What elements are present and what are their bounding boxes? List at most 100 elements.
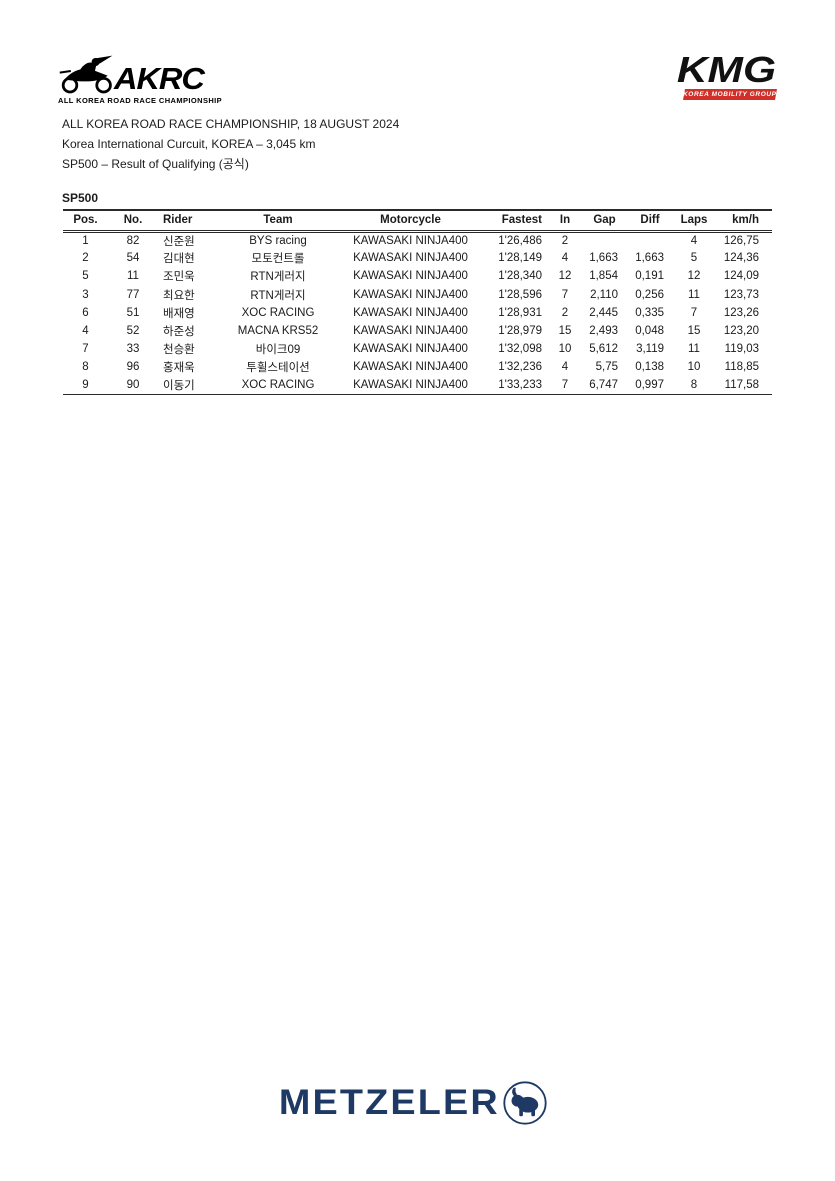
metzeler-elephant-icon	[503, 1081, 547, 1125]
cell-diff: 0,191	[635, 270, 664, 283]
cell-motorcycle: KAWASAKI NINJA400	[353, 288, 468, 301]
akrc-wordmark: AKRC	[114, 61, 205, 96]
cell-motorcycle: KAWASAKI NINJA400	[353, 343, 468, 356]
cell-rider: 하준성	[163, 326, 195, 339]
cell-laps: 12	[687, 270, 701, 283]
result-row: 2 54 김대현 모토컨트롤 KAWASAKI NINJA400 1'28,149 4 1,6…	[63, 249, 772, 267]
cell-diff: 0,997	[635, 379, 664, 392]
cell-no: 54	[126, 252, 140, 265]
cell-in: 2	[561, 306, 569, 319]
cell-rider: 신준원	[163, 235, 195, 248]
column-header-gap: Gap	[582, 210, 627, 233]
cell-motorcycle: KAWASAKI NINJA400	[353, 270, 468, 283]
cell-rider: 김대현	[163, 253, 195, 266]
cell-rider: 최요한	[163, 289, 195, 302]
cell-fastest: 1'28,340	[498, 270, 542, 283]
cell-fastest: 1'26,486	[498, 234, 542, 247]
result-row: 8 96 홍재욱 투휠스테이션 KAWASAKI NINJA400 1'32,236 4 5,…	[63, 358, 772, 376]
motorcycle-racer-icon	[59, 55, 113, 94]
cell-motorcycle: KAWASAKI NINJA400	[353, 379, 468, 392]
event-title: ALL KOREA ROAD RACE CHAMPIONSHIP, 18 AUG…	[62, 117, 400, 131]
akrc-logo: AKRC ALL KOREA ROAD RACE CHAMPIONSHIP	[58, 54, 223, 105]
cell-in: 7	[561, 379, 569, 392]
cell-gap: 5,75	[595, 361, 618, 374]
cell-team: 투휠스테이션	[246, 362, 310, 375]
column-header-in: In	[548, 210, 582, 233]
cell-no: 11	[127, 270, 139, 283]
column-header-diff: Diff	[627, 210, 673, 233]
class-label: SP500	[62, 191, 99, 205]
cell-kmh: 126,75	[723, 234, 759, 247]
cell-team: MACNA KRS52	[237, 325, 319, 338]
cell-diff: 0,048	[635, 325, 664, 338]
column-header-fastest: Fastest	[488, 210, 548, 233]
qualifying-results-table: Pos. No. Rider Team Motorcycle Fastest In Gap Di…	[63, 209, 772, 396]
kmg-wordmark: KMG	[676, 49, 776, 90]
cell-no: 51	[126, 306, 140, 319]
header-row: Pos. No. Rider Team Motorcycle Fastest In Gap Di…	[63, 210, 772, 233]
result-row: 9 90 이동기 XOC RACING KAWASAKI NINJA400 1'33,23…	[63, 377, 772, 395]
cell-team: 모토컨트롤	[251, 253, 305, 266]
cell-pos: 9	[82, 379, 89, 392]
cell-laps: 8	[690, 379, 698, 392]
cell-team: XOC RACING	[241, 306, 315, 319]
column-header-motorcycle: Motorcycle	[333, 210, 488, 233]
cell-team: RTN게러지	[250, 271, 306, 284]
cell-pos: 4	[82, 325, 89, 338]
cell-motorcycle: KAWASAKI NINJA400	[353, 252, 468, 265]
cell-rider: 조민욱	[163, 271, 195, 284]
circuit-line: Korea International Curcuit, KOREA – 3,0…	[62, 137, 316, 151]
cell-gap: 1,663	[589, 252, 618, 265]
cell-in: 15	[558, 325, 572, 338]
cell-no: 33	[126, 343, 140, 356]
cell-kmh: 118,85	[724, 361, 759, 374]
document-header: ALL KOREA ROAD RACE CHAMPIONSHIP, 18 AUG…	[62, 114, 399, 174]
cell-pos: 6	[82, 306, 89, 319]
column-header-laps: Laps	[673, 210, 715, 233]
cell-in: 4	[561, 361, 569, 374]
column-header-rider: Rider	[158, 210, 223, 233]
cell-kmh: 124,36	[723, 252, 759, 265]
cell-diff: 0,256	[635, 288, 664, 301]
cell-motorcycle: KAWASAKI NINJA400	[353, 325, 468, 338]
cell-pos: 5	[82, 270, 89, 283]
akrc-tagline: ALL KOREA ROAD RACE CHAMPIONSHIP	[58, 96, 223, 105]
cell-no: 96	[126, 361, 140, 374]
cell-no: 52	[126, 325, 140, 338]
result-row: 7 33 천승환 바이크09 KAWASAKI NINJA400 1'32,098 10 5,…	[63, 340, 772, 358]
cell-in: 4	[561, 252, 569, 265]
cell-rider: 배재영	[163, 307, 195, 320]
cell-gap: 2,493	[589, 325, 618, 338]
cell-kmh: 119,03	[724, 343, 759, 356]
result-row: 3 77 최요한 RTN게러지 KAWASAKI NINJA400 1'28,596 7 2,…	[63, 286, 772, 304]
result-row: 1 82 신준원 BYS racing KAWASAKI NINJA400 1'26,48…	[63, 231, 772, 249]
cell-rider: 이동기	[163, 380, 195, 393]
cell-diff: 3,119	[636, 343, 664, 356]
metzeler-wordmark: METZELER	[279, 1083, 500, 1122]
cell-fastest: 1'28,149	[498, 252, 542, 265]
cell-pos: 1	[82, 234, 89, 247]
cell-fastest: 1'28,596	[498, 288, 542, 301]
cell-fastest: 1'32,236	[498, 361, 542, 374]
cell-diff: 0,138	[635, 361, 664, 374]
cell-diff: 0,335	[635, 306, 664, 319]
cell-kmh: 123,73	[723, 288, 759, 301]
cell-in: 12	[558, 270, 572, 283]
cell-laps: 11	[688, 288, 700, 301]
cell-rider: 천승환	[163, 344, 195, 357]
cell-motorcycle: KAWASAKI NINJA400	[353, 306, 468, 319]
cell-pos: 2	[82, 252, 89, 265]
cell-team: 바이크09	[255, 344, 301, 357]
result-row: 5 11 조민욱 RTN게러지 KAWASAKI NINJA400 1'28,340 12 1…	[63, 267, 772, 285]
column-header-pos: Pos.	[63, 210, 108, 233]
cell-in: 7	[561, 288, 569, 301]
cell-kmh: 123,20	[723, 325, 759, 338]
cell-fastest: 1'33,233	[498, 379, 542, 392]
result-row: 4 52 하준성 MACNA KRS52 KAWASAKI NINJA400 1'28,9…	[63, 322, 772, 340]
cell-fastest: 1'32,098	[498, 343, 542, 356]
cell-no: 77	[126, 288, 140, 301]
cell-rider: 홍재욱	[163, 362, 195, 375]
cell-kmh: 117,58	[724, 379, 759, 392]
cell-laps: 10	[687, 361, 701, 374]
